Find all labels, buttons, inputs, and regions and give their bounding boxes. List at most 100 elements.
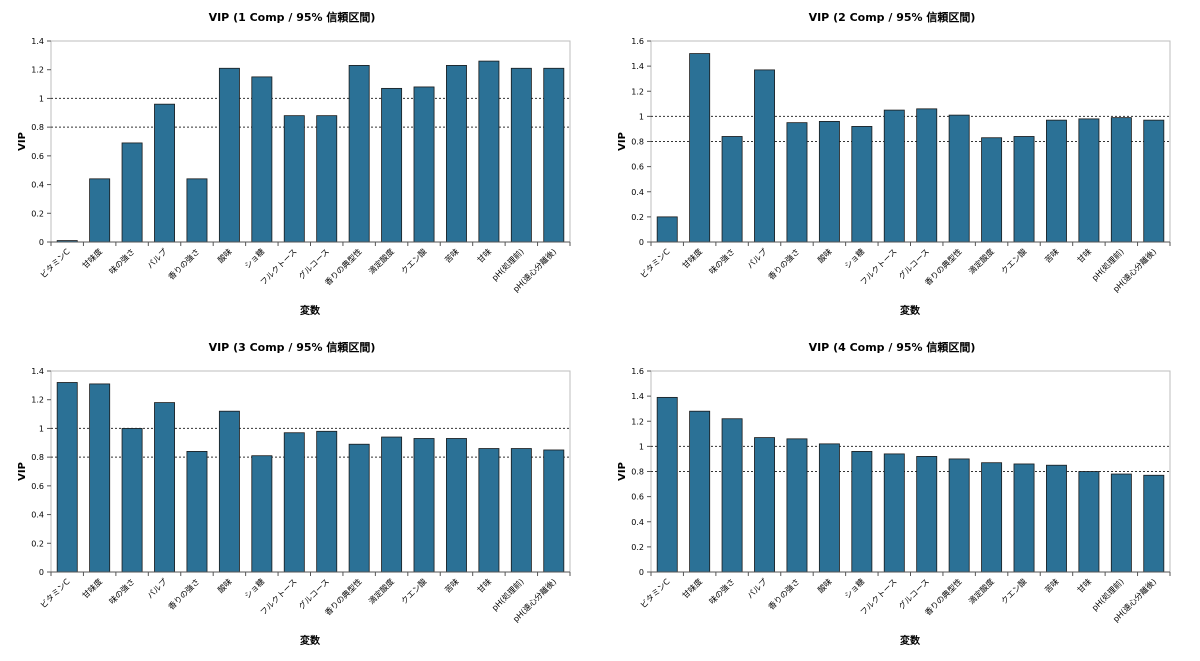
y-axis-label: VIP — [17, 462, 28, 481]
category-label: クエン酸 — [999, 246, 1029, 276]
y-tick-label: 0.2 — [31, 539, 44, 548]
bar — [948, 458, 970, 573]
category-label: ショ糖 — [242, 576, 266, 600]
bar — [381, 87, 403, 243]
y-axis-label: VIP — [617, 462, 628, 481]
category-label: 香りの強さ — [166, 246, 201, 281]
category-label: パルプ — [146, 577, 169, 600]
y-tick-label: 0.6 — [631, 163, 644, 172]
bar — [916, 108, 938, 243]
y-tick-label: 0.2 — [631, 213, 644, 222]
bar — [510, 448, 532, 573]
y-tick-label: 1.4 — [31, 367, 44, 376]
y-tick-label: 0.6 — [631, 493, 644, 502]
category-label: ビタミンC — [639, 577, 672, 610]
category-label: 苦味 — [1042, 246, 1060, 264]
y-tick-label: 1.6 — [631, 37, 644, 46]
bar — [818, 443, 840, 573]
bar — [689, 410, 711, 573]
category-label: ショ糖 — [842, 246, 866, 270]
category-label: ビタミンC — [39, 247, 72, 280]
y-tick-label: 0.6 — [31, 152, 44, 161]
category-label: 酸味 — [215, 576, 233, 594]
category-label: 甘味 — [1075, 576, 1093, 594]
bar — [851, 126, 873, 243]
bar — [543, 67, 565, 243]
bar — [446, 438, 467, 573]
bar — [786, 122, 808, 243]
bar — [510, 67, 532, 243]
x-axis-label: 変数 — [900, 304, 921, 317]
category-label: 酸味 — [815, 576, 833, 594]
bar — [754, 69, 775, 243]
bar — [754, 437, 775, 573]
category-label: パルプ — [146, 247, 169, 270]
bar — [981, 462, 1003, 573]
x-axis-label: 変数 — [300, 304, 321, 317]
bar — [1078, 471, 1100, 573]
category-label: ビタミンC — [639, 247, 672, 280]
category-label: 酸味 — [815, 246, 833, 264]
bar — [1013, 463, 1035, 573]
category-label: 甘味 — [475, 576, 493, 594]
category-label: グルコース — [896, 576, 931, 611]
category-label: 滴定酸度 — [366, 246, 396, 276]
y-tick-label: 0 — [639, 568, 644, 577]
category-label: グルコース — [296, 246, 331, 281]
y-tick-label: 1.4 — [31, 37, 44, 46]
y-tick-label: 1.4 — [631, 62, 644, 71]
category-label: クエン酸 — [399, 576, 429, 606]
bar — [883, 453, 905, 573]
bar — [218, 410, 240, 573]
y-tick-label: 1.6 — [631, 367, 644, 376]
category-label: パルプ — [746, 577, 769, 600]
bar — [413, 438, 435, 573]
bar — [121, 428, 143, 573]
bar — [883, 109, 905, 243]
bar — [478, 60, 500, 243]
bar — [851, 451, 873, 573]
category-label: 味の強さ — [707, 246, 737, 276]
bar — [1110, 117, 1132, 243]
bar — [1143, 119, 1165, 243]
bar — [1078, 118, 1100, 243]
bar — [1046, 464, 1067, 573]
y-tick-label: 0.2 — [31, 209, 44, 218]
bar — [218, 67, 240, 243]
bar — [656, 216, 678, 243]
category-label: クエン酸 — [999, 576, 1029, 606]
bar — [948, 114, 970, 243]
y-tick-label: 1 — [639, 112, 644, 121]
bar — [154, 103, 175, 243]
bar — [186, 451, 208, 573]
bar — [56, 382, 78, 573]
bar — [381, 436, 403, 573]
vip-chart-3-comp: VIP (3 Comp / 95% 信頼区間) VIP 変数 0 0.2 0.4 0.6 0.… — [17, 340, 571, 647]
bar — [543, 449, 565, 573]
bar — [413, 86, 435, 243]
y-tick-label: 0.8 — [31, 453, 44, 462]
y-tick-label: 0.4 — [31, 511, 44, 520]
chart-title: VIP (3 Comp / 95% 信頼区間) — [209, 340, 376, 354]
y-tick-label: 0.4 — [631, 188, 644, 197]
y-tick-label: 0.8 — [631, 468, 644, 477]
y-tick-label: 1 — [39, 424, 44, 433]
bar — [1013, 136, 1035, 243]
category-label: 味の強さ — [107, 246, 137, 276]
category-label: ショ糖 — [842, 576, 866, 600]
y-axis-label: VIP — [617, 132, 628, 151]
y-tick-label: 0.6 — [31, 482, 44, 491]
category-label: 苦味 — [1042, 576, 1060, 594]
category-label: 香りの強さ — [166, 576, 201, 611]
bar — [1143, 474, 1165, 573]
category-label: 香りの強さ — [766, 246, 801, 281]
category-label: 甘味 — [475, 246, 493, 264]
bar — [446, 65, 467, 243]
category-label: 味の強さ — [107, 576, 137, 606]
category-label: 甘味度 — [80, 576, 104, 600]
category-label: 甘味度 — [680, 246, 704, 270]
bar — [283, 432, 305, 573]
y-tick-label: 1.2 — [31, 66, 44, 75]
category-label: 味の強さ — [707, 576, 737, 606]
